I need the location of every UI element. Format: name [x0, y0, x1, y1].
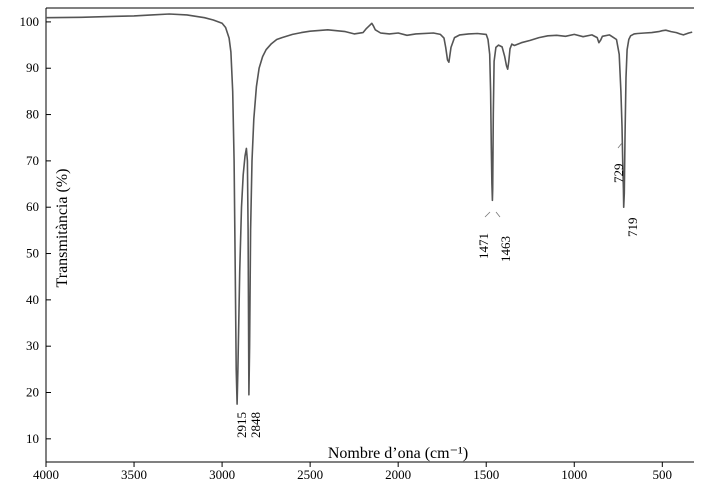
y-tick-label: 100 — [20, 14, 40, 29]
y-tick-label: 50 — [26, 246, 39, 261]
y-tick-label: 10 — [26, 431, 39, 446]
peak-leader-1471 — [484, 211, 491, 218]
peak-label-719: 719 — [625, 218, 640, 238]
x-tick-label: 500 — [653, 467, 673, 482]
peak-label-2848: 2848 — [248, 412, 263, 438]
peak-label-1471: 1471 — [476, 233, 491, 259]
x-tick-label: 3000 — [209, 467, 235, 482]
spectrum-line — [45, 13, 693, 405]
y-tick-label: 80 — [26, 107, 39, 122]
x-tick-label: 4000 — [33, 467, 59, 482]
x-axis-label: Nombre d’ona (cm⁻¹) — [328, 445, 468, 462]
y-tick-label: 30 — [26, 338, 39, 353]
y-tick-label: 40 — [26, 292, 39, 307]
x-tick-label: 2000 — [385, 467, 411, 482]
peak-label-2915: 2915 — [234, 412, 249, 438]
peak-leader-1463 — [495, 211, 501, 218]
peak-label-729: 729 — [611, 164, 626, 184]
y-tick-label: 60 — [26, 199, 39, 214]
peak-label-1463: 1463 — [498, 236, 513, 262]
x-tick-label: 1500 — [473, 467, 499, 482]
peak-leader-729 — [617, 142, 623, 149]
y-tick-label: 20 — [26, 385, 39, 400]
x-axis-ticks: 4000 3500 3000 2500 2000 1500 1000 500 — [33, 462, 672, 482]
y-axis-label: Transmitància (%) — [54, 169, 71, 288]
y-axis-ticks: 10 20 30 40 50 60 70 80 90 100 — [20, 14, 51, 446]
x-tick-label: 3500 — [121, 467, 147, 482]
x-tick-label: 1000 — [561, 467, 587, 482]
y-tick-label: 70 — [26, 153, 39, 168]
plot-frame — [45, 7, 694, 463]
x-tick-label: 2500 — [297, 467, 323, 482]
y-tick-label: 90 — [26, 60, 39, 75]
